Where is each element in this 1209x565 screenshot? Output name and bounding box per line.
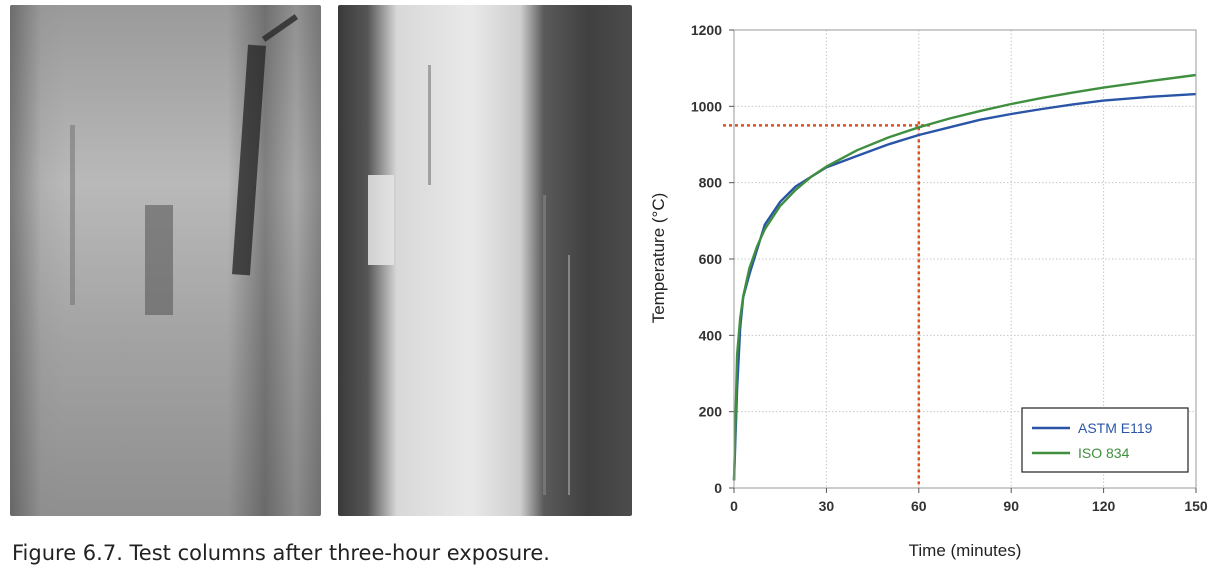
y-tick-label: 600: [699, 251, 723, 267]
legend-label: ASTM E119: [1078, 420, 1153, 436]
y-tick-label: 0: [714, 480, 722, 496]
legend-box: [1021, 407, 1189, 473]
y-tick-label: 200: [699, 404, 723, 420]
figure-caption: Figure 6.7. Test columns after three-hou…: [12, 541, 550, 565]
y-tick-label: 1200: [691, 22, 722, 38]
axis-layer: 0 30 60 90 120 150 0 200 400 600 800 1000 1200: [691, 22, 1208, 514]
x-tick-label: 0: [730, 498, 738, 514]
y-tick-label: 400: [699, 327, 723, 343]
x-tick-label: 150: [1184, 498, 1208, 514]
legend: ASTM E119 ISO 834: [1021, 407, 1189, 473]
legend-label: ISO 834: [1078, 445, 1130, 461]
x-axis-label: Time (minutes): [909, 541, 1022, 560]
annotation-layer: [723, 121, 931, 488]
y-tick-label: 800: [699, 175, 723, 191]
series-line-iso-834: [732, 73, 1197, 481]
x-tick-label: 120: [1092, 498, 1116, 514]
x-tick-label: 60: [911, 498, 927, 514]
y-axis-label: Temperature (°C): [649, 193, 668, 324]
test-column-photo-right: [338, 5, 632, 516]
y-tick-label: 1000: [691, 98, 722, 114]
fire-curve-chart: 0 30 60 90 120 150 0 200 400 600 800 1000 1200 Time …: [649, 22, 1208, 560]
x-tick-label: 30: [819, 498, 835, 514]
test-column-photo-left: [10, 5, 321, 516]
x-tick-label: 90: [1003, 498, 1019, 514]
series-layer: [732, 73, 1197, 481]
